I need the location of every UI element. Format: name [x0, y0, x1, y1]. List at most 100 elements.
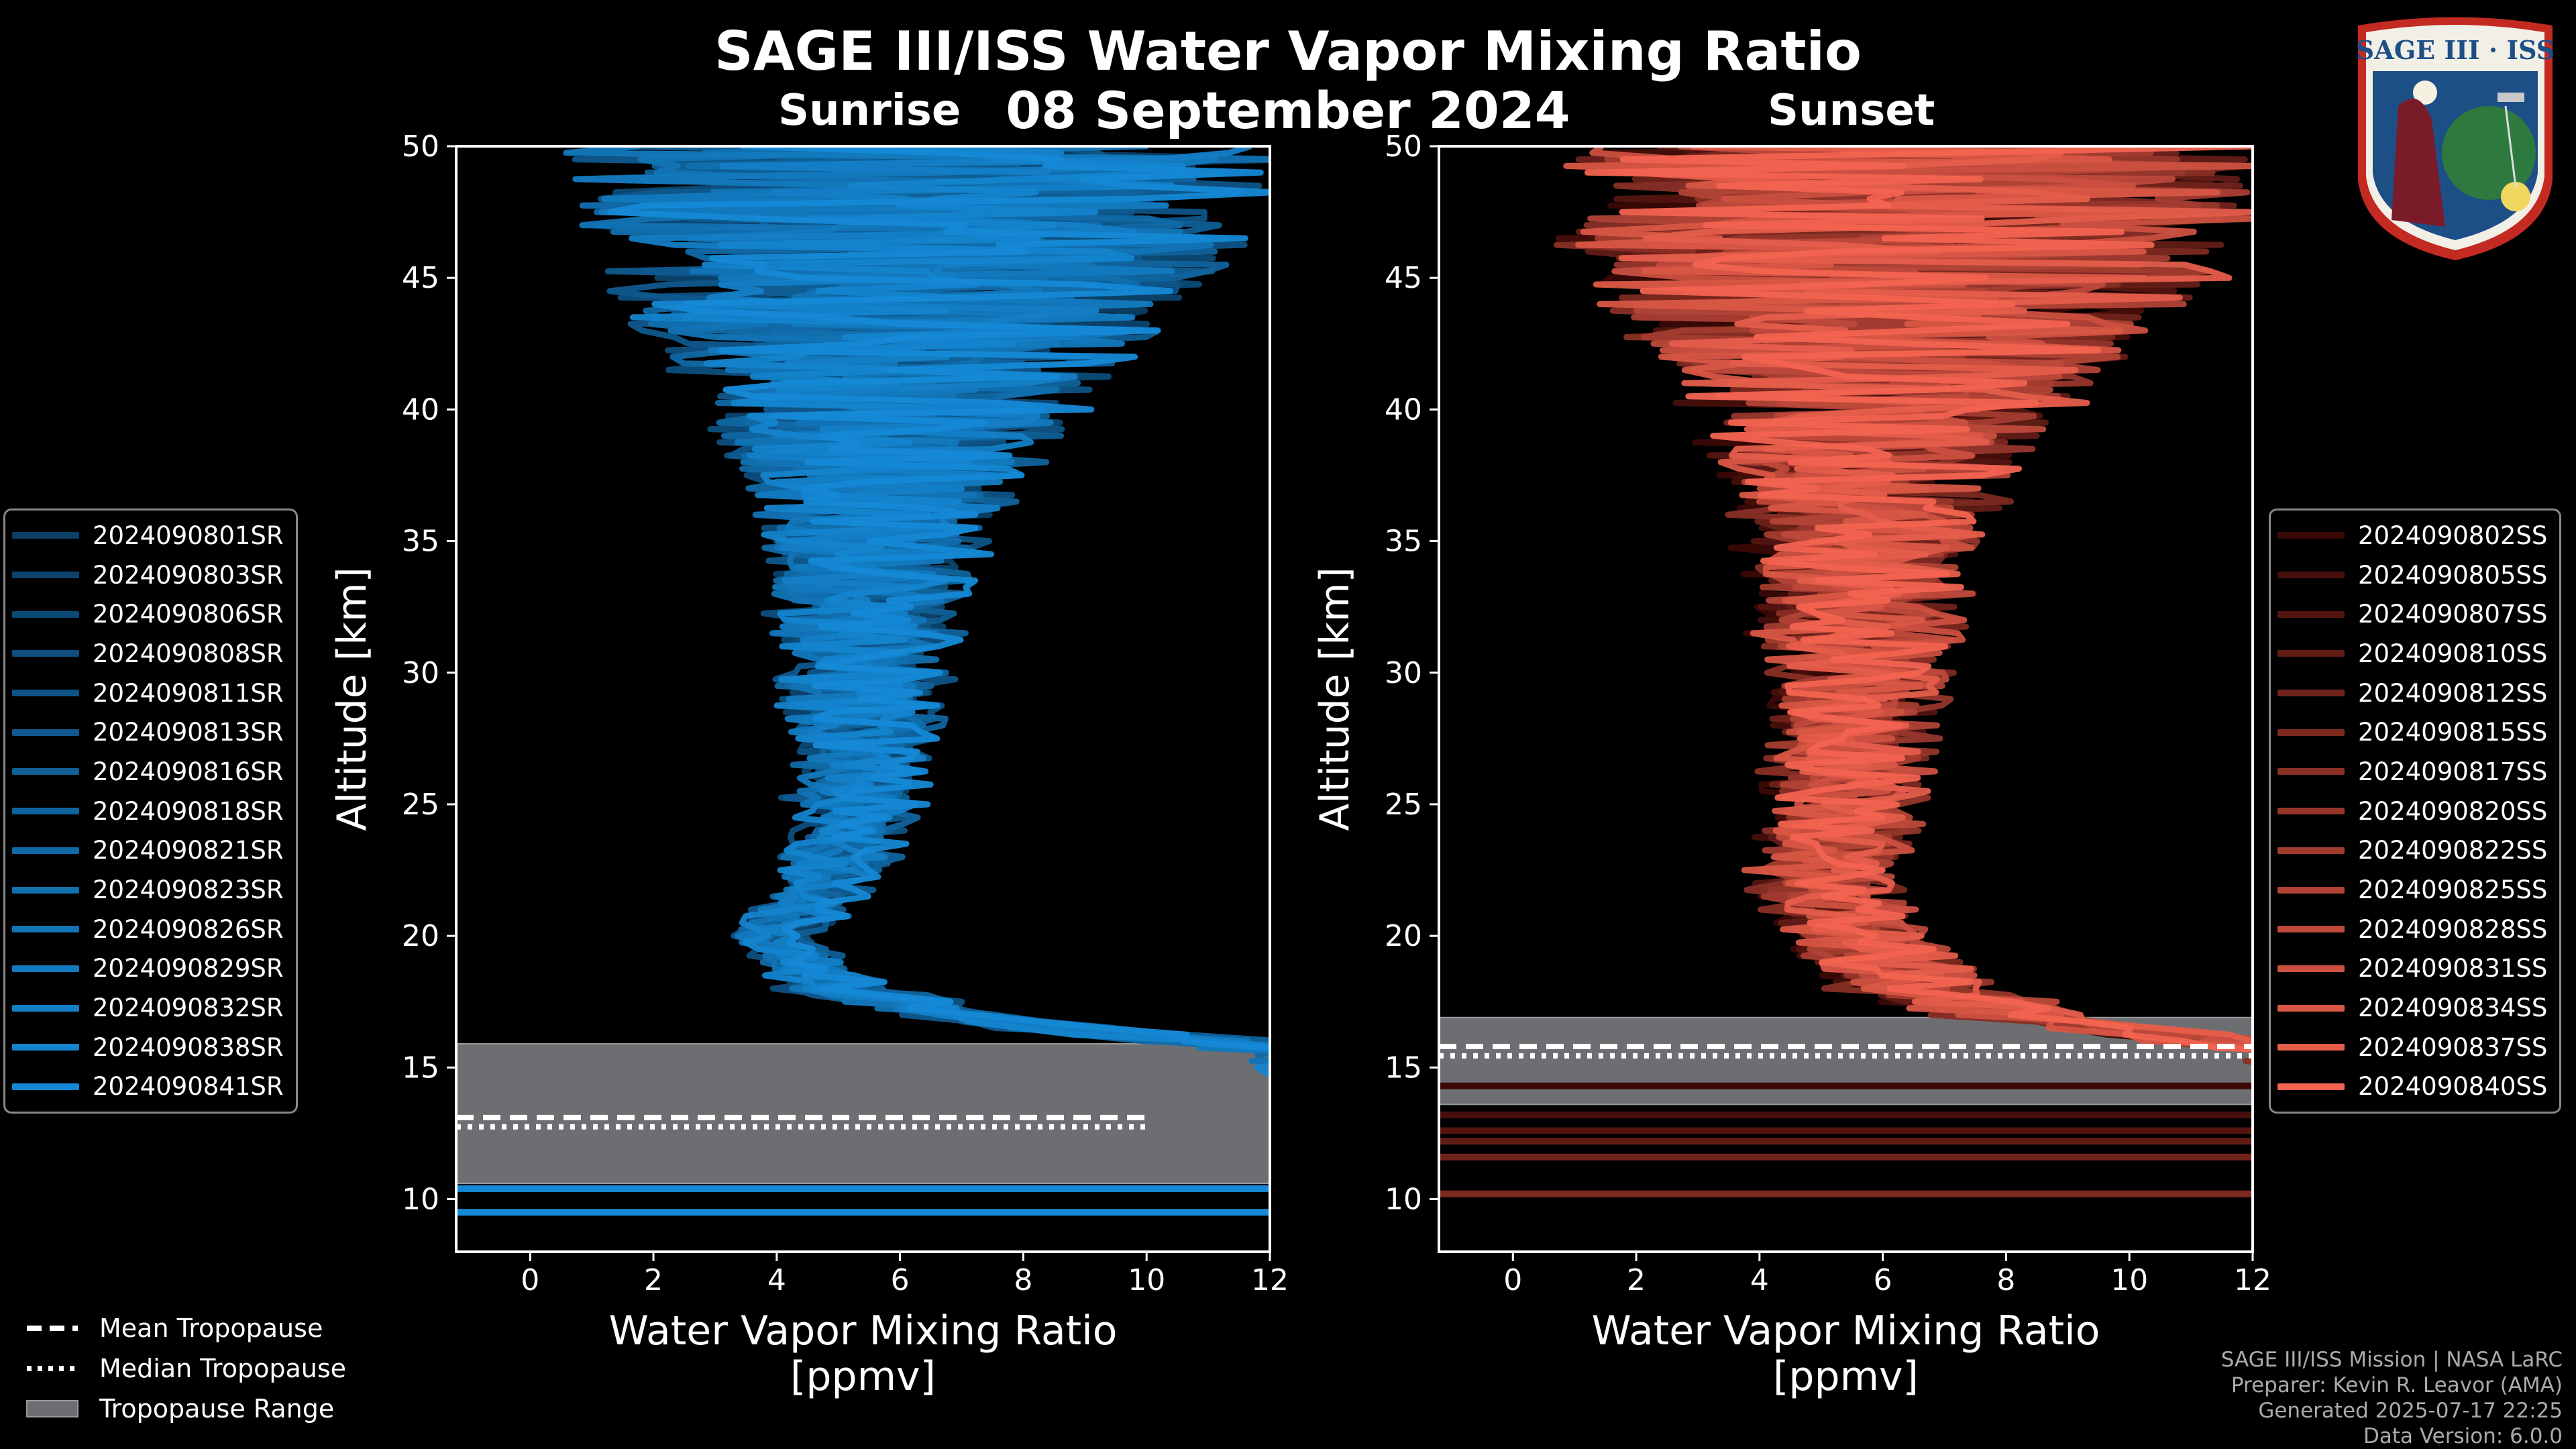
legend-entry: 2024090810SS: [2277, 634, 2547, 674]
legend-entry-label: 2024090815SS: [2358, 718, 2548, 747]
legend-swatch: [12, 650, 79, 657]
legend-entry: 2024090823SR: [12, 870, 284, 910]
x-axis-label: [ppmv]: [790, 1353, 936, 1400]
y-tick-label: 45: [402, 261, 439, 295]
legend-entry-label: 2024090838SR: [93, 1032, 284, 1062]
x-axis-label: Water Vapor Mixing Ratio: [609, 1307, 1118, 1354]
legend-entry-label: 2024090808SR: [93, 639, 284, 668]
x-axis-label: Water Vapor Mixing Ratio: [1592, 1307, 2100, 1354]
legend-swatch: [2277, 847, 2345, 854]
y-tick-label: 25: [1385, 788, 1422, 822]
chart-title: SAGE III/ISS Water Vapor Mixing Ratio: [714, 20, 1862, 83]
plot-frame: [1438, 145, 2254, 1253]
y-tick-label: 45: [1385, 261, 1422, 295]
x-tick-label: 12: [2234, 1263, 2271, 1297]
y-tick-label: 50: [402, 129, 439, 164]
legend-swatch: [12, 1083, 79, 1090]
y-tick-label: 20: [402, 919, 439, 953]
legend-entry: 2024090802SS: [2277, 516, 2547, 555]
x-axis-label: [ppmv]: [1773, 1353, 1919, 1400]
y-tick-label: 10: [402, 1183, 439, 1217]
legend-entry-label: 2024090826SR: [93, 914, 284, 944]
legend-entry-label: 2024090807SS: [2358, 600, 2548, 629]
plot-area: [1439, 146, 2253, 1197]
legend-swatch: [12, 1044, 79, 1051]
y-axis-label: Altitude [km]: [329, 567, 376, 831]
y-tick-label: 40: [402, 392, 439, 427]
credit-version: Data Version: 6.0.0: [2363, 1424, 2563, 1448]
panel-sunset: 0 2 4 6 8 10 12 10 15 20 25 30 35 40 45 50 Water Vapor M…: [1311, 129, 2271, 1400]
legend-swatch: [2277, 1083, 2345, 1090]
legend-tropopause-range: Tropopause Range: [25, 1389, 346, 1429]
sunset-legend: 2024090802SS 2024090805SS 2024090807SS 2024…: [2269, 508, 2562, 1114]
legend-swatch: [12, 1004, 79, 1012]
legend-entry: 2024090808SR: [12, 634, 284, 674]
legend-entry: 2024090831SS: [2277, 949, 2547, 989]
legend-swatch: [12, 886, 79, 894]
legend-entry-label: 2024090812SS: [2358, 678, 2548, 708]
y-tick-label: 10: [1385, 1183, 1422, 1217]
legend-swatch: [2277, 1004, 2345, 1012]
legend-entry: 2024090806SR: [12, 594, 284, 634]
y-tick-label: 40: [1385, 392, 1422, 427]
legend-entry: 2024090829SR: [12, 949, 284, 989]
legend-entry: 2024090807SS: [2277, 594, 2547, 634]
legend-entry: 2024090815SS: [2277, 712, 2547, 752]
dashed-line-icon: [27, 1326, 78, 1331]
legend-swatch: [12, 610, 79, 618]
legend-entry-label: 2024090841SR: [93, 1072, 284, 1102]
series-line-2024090841SR: [607, 146, 1270, 1052]
legend-entry-label: 2024090818SR: [93, 796, 284, 826]
x-tick-label: 10: [1128, 1263, 1165, 1297]
legend-swatch: [12, 532, 79, 539]
x-tick-label: 0: [1503, 1263, 1522, 1297]
legend-swatch: [2277, 690, 2345, 697]
legend-entry-label: 2024090805SS: [2358, 560, 2548, 590]
legend-entry: 2024090803SR: [12, 555, 284, 595]
legend-swatch: [12, 768, 79, 775]
x-tick-label: 6: [891, 1263, 910, 1297]
legend-entry-label: 2024090840SS: [2358, 1072, 2548, 1102]
legend-swatch: [2277, 965, 2345, 972]
x-tick-label: 6: [1874, 1263, 1892, 1297]
plot-area: [456, 146, 1270, 1216]
legend-median-tropopause: Median Tropopause: [25, 1348, 346, 1389]
credits: SAGE III/ISS Mission | NASA LaRC Prepare…: [2221, 1347, 2563, 1449]
legend-entry-label: 2024090832SR: [93, 994, 284, 1023]
legend-swatch: [12, 808, 79, 815]
x-tick-label: 12: [1251, 1263, 1289, 1297]
y-tick-label: 50: [1385, 129, 1422, 164]
legend-entry: 2024090801SR: [12, 516, 284, 555]
x-tick-label: 8: [1014, 1263, 1032, 1297]
legend-entry: 2024090812SS: [2277, 674, 2547, 713]
legend-entry: 2024090811SR: [12, 674, 284, 713]
legend-entry-label: 2024090831SS: [2358, 954, 2548, 983]
credit-mission: SAGE III/ISS Mission | NASA LaRC: [2220, 1348, 2563, 1372]
x-tick-label: 2: [1627, 1263, 1646, 1297]
series-line-2024090840SS: [1584, 146, 2253, 1053]
y-tick-label: 15: [402, 1051, 439, 1085]
y-tick-label: 20: [1385, 919, 1422, 953]
legend-entry-label: 2024090813SR: [93, 718, 284, 747]
legend-swatch: [2277, 768, 2345, 775]
legend-entry: 2024090832SR: [12, 988, 284, 1028]
legend-mean-tropopause: Mean Tropopause: [25, 1308, 346, 1348]
legend-swatch: [12, 690, 79, 697]
legend-swatch: [2277, 610, 2345, 618]
legend-swatch: [12, 572, 79, 579]
legend-entry-label: 2024090829SR: [93, 954, 284, 983]
y-tick-label: 15: [1385, 1051, 1422, 1085]
legend-entry-label: 2024090828SS: [2358, 914, 2548, 944]
plot-frame: [455, 145, 1271, 1253]
legend-entry: 2024090821SR: [12, 831, 284, 871]
legend-entry: 2024090825SS: [2277, 870, 2547, 910]
tropopause-legend: Mean Tropopause Median Tropopause Tropop…: [25, 1308, 346, 1429]
y-tick-label: 30: [1385, 656, 1422, 690]
credit-preparer: Preparer: Kevin R. Leavor (AMA): [2231, 1373, 2563, 1397]
legend-entry-label: 2024090823SR: [93, 875, 284, 905]
legend-entry-label: 2024090803SR: [93, 560, 284, 590]
legend-entry-label: 2024090801SR: [93, 521, 284, 550]
legend-swatch: [2277, 808, 2345, 815]
legend-entry: 2024090840SS: [2277, 1067, 2547, 1107]
